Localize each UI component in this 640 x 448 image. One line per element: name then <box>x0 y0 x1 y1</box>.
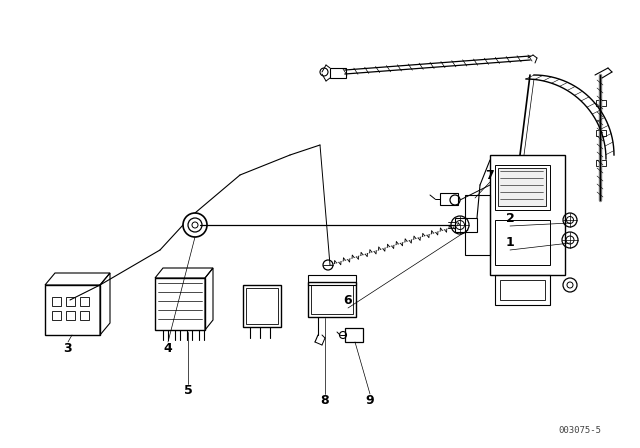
Bar <box>80 297 89 306</box>
Bar <box>311 285 353 314</box>
Text: 4: 4 <box>164 341 172 354</box>
Text: 6: 6 <box>344 293 352 306</box>
Bar <box>495 275 550 305</box>
Text: 3: 3 <box>64 341 72 354</box>
Bar <box>66 297 75 306</box>
Bar <box>596 100 606 106</box>
Bar <box>455 218 477 232</box>
Text: 5: 5 <box>184 383 193 396</box>
Bar <box>345 328 363 342</box>
Bar <box>243 285 281 327</box>
Bar <box>246 288 278 324</box>
Bar <box>596 130 606 136</box>
Bar <box>52 311 61 320</box>
Bar <box>596 160 606 166</box>
Bar <box>500 280 545 300</box>
Bar <box>440 193 458 205</box>
Bar <box>308 282 356 317</box>
Bar <box>498 168 546 206</box>
Bar <box>66 311 75 320</box>
Text: 2: 2 <box>506 211 515 224</box>
Text: 7: 7 <box>486 168 494 181</box>
Bar <box>155 278 205 330</box>
Bar <box>495 165 550 210</box>
Bar <box>330 68 346 78</box>
Bar <box>495 220 550 265</box>
Text: 1: 1 <box>506 236 515 249</box>
Bar <box>52 297 61 306</box>
Bar <box>490 155 565 275</box>
Text: 8: 8 <box>321 393 330 406</box>
Text: 9: 9 <box>365 393 374 406</box>
Bar <box>45 285 100 335</box>
Bar <box>308 275 356 285</box>
Bar <box>80 311 89 320</box>
Text: 003075-5: 003075-5 <box>559 426 602 435</box>
